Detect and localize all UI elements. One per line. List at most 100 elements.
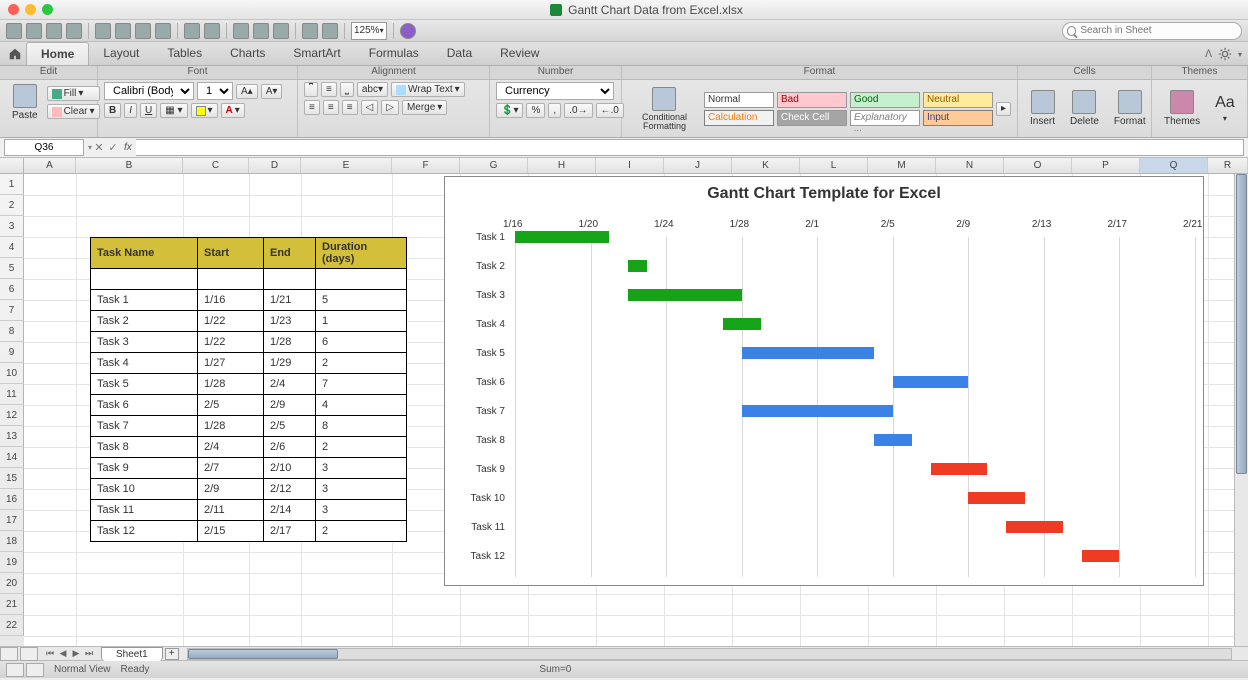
column-header[interactable]: Q [1140,158,1208,173]
autosum-icon[interactable] [233,23,249,39]
cancel-formula-icon[interactable]: ✕ [92,141,106,155]
font-name-select[interactable]: Calibri (Body) [104,82,194,100]
styles-more-button[interactable]: ▸ [996,102,1011,116]
column-header[interactable]: D [249,158,301,173]
align-center-button[interactable]: ≡ [323,100,339,115]
column-header[interactable]: L [800,158,868,173]
column-header[interactable]: F [392,158,460,173]
zoom-selector[interactable]: 125% ▾ [351,22,387,40]
row-header[interactable]: 16 [0,489,24,510]
redo-icon[interactable] [204,23,220,39]
format-cells-button[interactable]: Format [1108,88,1152,129]
font-size-select[interactable]: 12 [197,82,233,100]
align-left-button[interactable]: ≡ [304,100,320,115]
row-header[interactable]: 19 [0,552,24,573]
column-header[interactable]: N [936,158,1004,173]
sort-icon[interactable] [253,23,269,39]
row-header[interactable]: 4 [0,237,24,258]
fx-icon[interactable] [302,23,318,39]
align-top-button[interactable]: ⎴ [304,82,318,97]
insert-cells-button[interactable]: Insert [1024,88,1061,129]
align-middle-button[interactable]: ≡ [321,82,337,97]
row-header[interactable]: 21 [0,594,24,615]
style-input[interactable]: Input [923,110,993,126]
column-header[interactable]: H [528,158,596,173]
print-icon[interactable] [66,23,82,39]
column-header[interactable]: O [1004,158,1072,173]
tab-layout[interactable]: Layout [89,42,153,65]
font-color-button[interactable]: A▾ [221,103,245,118]
style-bad[interactable]: Bad [777,92,847,108]
style-explanatory[interactable]: Explanatory ... [850,110,920,126]
row-header[interactable]: 7 [0,300,24,321]
row-header[interactable]: 17 [0,510,24,531]
style-good[interactable]: Good [850,92,920,108]
tab-data[interactable]: Data [433,42,486,65]
file-icon[interactable] [6,23,22,39]
row-header[interactable]: 10 [0,363,24,384]
percent-button[interactable]: % [526,103,545,118]
conditional-formatting-button[interactable]: Conditional Formatting [628,85,701,133]
maximize-icon[interactable] [42,4,53,15]
tab-charts[interactable]: Charts [216,42,279,65]
name-box[interactable] [4,139,84,156]
row-header[interactable]: 9 [0,342,24,363]
search-input[interactable] [1080,25,1233,36]
column-header[interactable]: K [732,158,800,173]
copy-icon[interactable] [115,23,131,39]
row-header[interactable]: 2 [0,195,24,216]
column-header[interactable]: R [1208,158,1248,173]
undo-icon[interactable] [184,23,200,39]
row-header[interactable]: 11 [0,384,24,405]
borders-button[interactable]: ▦ ▾ [160,103,187,118]
theme-fonts-button[interactable]: Aa▾ [1209,92,1241,125]
gear-icon[interactable] [1218,47,1232,61]
minimize-icon[interactable] [25,4,36,15]
clear-button[interactable]: Clear ▾ [47,104,100,119]
row-header[interactable]: 5 [0,258,24,279]
select-all-corner[interactable] [0,158,24,173]
row-header[interactable]: 3 [0,216,24,237]
italic-button[interactable]: I [124,103,137,118]
number-format-select[interactable]: Currency [496,82,614,100]
tab-tables[interactable]: Tables [153,42,216,65]
fx-label[interactable]: fx [120,142,136,153]
align-right-button[interactable]: ≡ [342,100,358,115]
style-neutral[interactable]: Neutral [923,92,993,108]
wrap-text-button[interactable]: Wrap Text ▾ [391,82,465,97]
orientation-button[interactable]: abc▾ [357,82,388,97]
save-icon[interactable] [46,23,62,39]
delete-cells-button[interactable]: Delete [1064,88,1105,129]
close-icon[interactable] [8,4,19,15]
increase-decimal-button[interactable]: .0→ [564,103,592,118]
style-normal[interactable]: Normal [704,92,774,108]
column-header[interactable]: C [183,158,249,173]
tab-home[interactable]: Home [26,42,89,65]
cut-icon[interactable] [95,23,111,39]
themes-button[interactable]: Themes [1158,88,1206,129]
fill-button[interactable]: Fill ▾ [47,86,100,101]
task-data-table[interactable]: Task NameStartEndDuration (days)Task 11/… [90,237,407,542]
tab-smartart[interactable]: SmartArt [279,42,354,65]
open-icon[interactable] [26,23,42,39]
sheet-tab[interactable]: Sheet1 [101,647,163,661]
help-icon[interactable] [400,23,416,39]
gantt-chart[interactable]: Gantt Chart Template for Excel1/161/201/… [444,176,1204,586]
row-header[interactable]: 1 [0,174,24,195]
cells-area[interactable]: Task NameStartEndDuration (days)Task 11/… [24,174,1248,646]
decrease-indent-button[interactable]: ◁ [361,100,379,115]
comma-button[interactable]: , [548,103,561,118]
currency-button[interactable]: 💲▾ [496,103,523,118]
style-calculation[interactable]: Calculation [704,110,774,126]
normal-view-icon[interactable] [0,647,18,661]
increase-font-button[interactable]: A▴ [236,84,258,99]
horizontal-scrollbar[interactable] [187,648,1232,660]
column-header[interactable]: J [664,158,732,173]
next-sheet-icon[interactable]: ▶ [70,648,82,660]
row-header[interactable]: 12 [0,405,24,426]
tab-review[interactable]: Review [486,42,553,65]
search-field[interactable] [1062,22,1242,40]
underline-button[interactable]: U [140,103,157,118]
column-header[interactable]: A [24,158,76,173]
row-header[interactable]: 20 [0,573,24,594]
